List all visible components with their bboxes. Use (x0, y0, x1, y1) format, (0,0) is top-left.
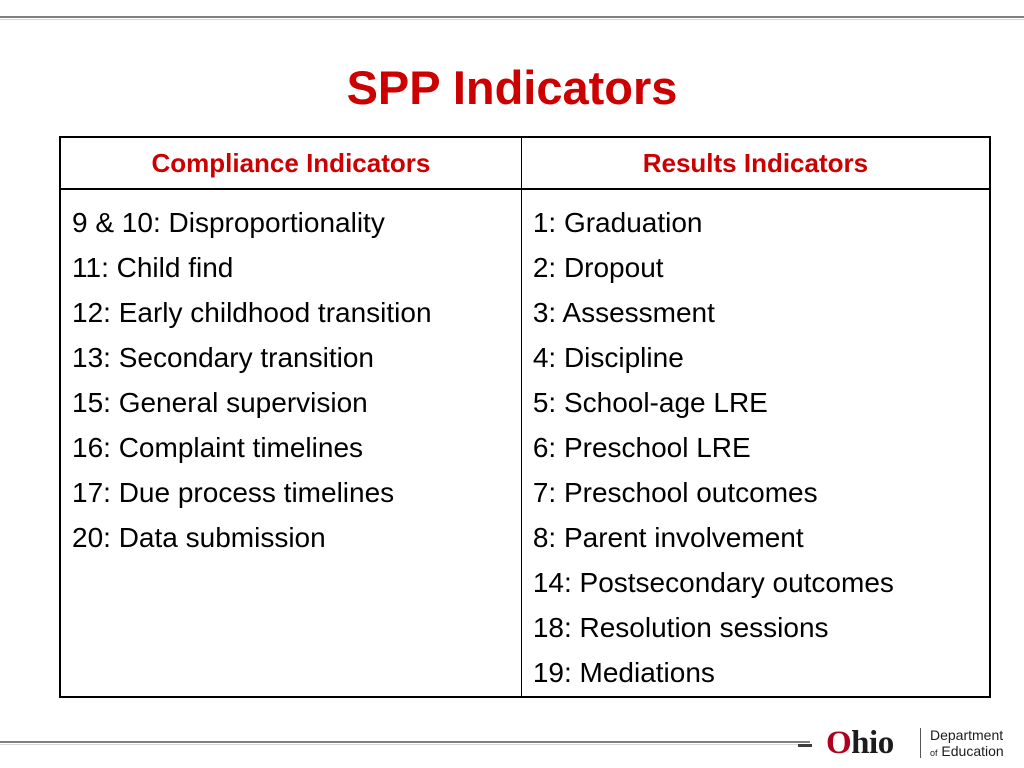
results-item: 19: Mediations (532, 657, 715, 688)
results-header: Results Indicators (520, 136, 991, 190)
results-item: 2: Dropout (532, 252, 664, 283)
compliance-item: 20: Data submission (72, 522, 326, 553)
results-item: 7: Preschool outcomes (532, 477, 818, 508)
compliance-item: 15: General supervision (72, 387, 368, 418)
results-item: 1: Graduation (532, 207, 703, 238)
ohio-department-of-education-logo: Ohio Department of Education (826, 724, 1016, 762)
compliance-item: 12: Early childhood transition (72, 297, 432, 328)
logo-education-word: Education (937, 743, 1004, 759)
ohio-wordmark: Ohio (826, 724, 894, 762)
logo-of-text: of (930, 748, 938, 758)
results-item: 8: Parent involvement (532, 522, 804, 553)
bottom-rule (0, 741, 810, 745)
table-header-row: Compliance Indicators Results Indicators (59, 136, 991, 190)
slide-title: SPP Indicators (346, 61, 678, 114)
bottom-rule-accent (798, 744, 812, 747)
results-item: 6: Preschool LRE (532, 432, 751, 463)
compliance-item: 13: Secondary transition (72, 342, 374, 373)
results-item: 3: Assessment (532, 297, 715, 328)
logo-divider (920, 728, 921, 758)
results-item: 5: School-age LRE (532, 387, 768, 418)
logo-education-text: of Education (930, 743, 1004, 761)
compliance-item: 17: Due process timelines (72, 477, 395, 508)
ohio-o-letter: O (826, 725, 852, 761)
results-item: 4: Discipline (532, 342, 684, 373)
ohio-hio-letters: hio (851, 725, 894, 761)
compliance-item: 9 & 10: Disproportionality (72, 207, 385, 238)
results-item: 18: Resolution sessions (532, 612, 829, 643)
results-cell: 1: Graduation 2: Dropout 3: Assessment 4… (520, 188, 991, 698)
compliance-item: 11: Child find (72, 252, 234, 283)
top-rule (0, 16, 1024, 20)
compliance-item: 16: Complaint timelines (72, 432, 364, 463)
indicators-table: Compliance Indicators Results Indicators… (59, 136, 991, 698)
compliance-header: Compliance Indicators (59, 136, 522, 190)
table-row: 9 & 10: Disproportionality 11: Child fin… (59, 188, 991, 698)
compliance-cell: 9 & 10: Disproportionality 11: Child fin… (59, 188, 522, 698)
results-item: 14: Postsecondary outcomes (532, 567, 894, 598)
logo-department-text: Department (930, 727, 1004, 743)
